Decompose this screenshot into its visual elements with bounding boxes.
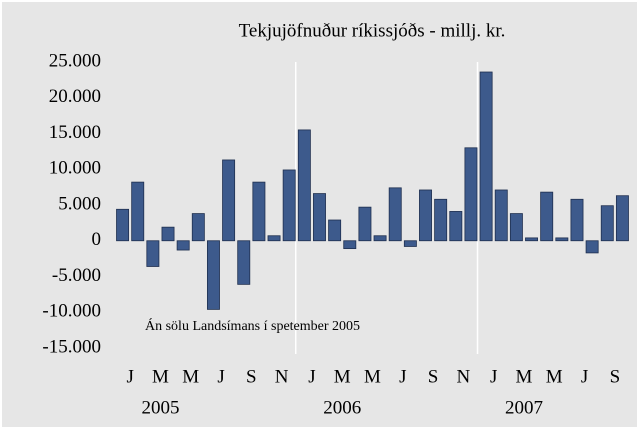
x-tick-label: J bbox=[490, 366, 497, 387]
bar bbox=[297, 129, 311, 242]
bar bbox=[237, 240, 251, 285]
x-tick-label: S bbox=[428, 366, 439, 387]
bar bbox=[116, 208, 130, 242]
y-tick-label: 0 bbox=[92, 229, 102, 250]
bar bbox=[434, 198, 448, 242]
x-tick-label: M bbox=[334, 366, 351, 387]
bar bbox=[540, 191, 554, 242]
y-tick-label: -15.000 bbox=[42, 336, 101, 357]
bar bbox=[358, 206, 372, 242]
bar bbox=[313, 193, 326, 242]
bar bbox=[585, 240, 599, 254]
bar bbox=[146, 240, 160, 267]
y-tick-label: -5.000 bbox=[52, 265, 101, 286]
bar bbox=[252, 181, 266, 242]
bar bbox=[403, 240, 417, 247]
x-tick-label: M bbox=[364, 366, 381, 387]
bar bbox=[388, 187, 402, 242]
x-tick-label: J bbox=[399, 366, 406, 387]
x-tick-label: N bbox=[457, 366, 471, 387]
y-tick-label: 10.000 bbox=[49, 158, 101, 179]
bar bbox=[191, 213, 205, 242]
bar bbox=[161, 226, 175, 242]
bar bbox=[570, 198, 584, 242]
y-tick-label: 5.000 bbox=[58, 193, 101, 214]
bar bbox=[464, 147, 478, 242]
bar bbox=[449, 211, 463, 242]
bar bbox=[600, 205, 614, 242]
bar bbox=[343, 240, 357, 250]
y-tick-label: 15.000 bbox=[49, 122, 101, 143]
bar bbox=[267, 235, 281, 242]
x-tick-label: J bbox=[217, 366, 224, 387]
bar bbox=[176, 240, 190, 251]
x-tick-label: N bbox=[275, 366, 289, 387]
bar bbox=[494, 189, 508, 242]
bar bbox=[555, 237, 569, 242]
bar bbox=[131, 181, 145, 242]
bar bbox=[615, 195, 629, 242]
x-tick-label: M bbox=[546, 366, 563, 387]
x-tick-label: M bbox=[516, 366, 533, 387]
y-tick-label: 25.000 bbox=[49, 50, 101, 71]
x-tick-label: J bbox=[308, 366, 315, 387]
x-tick-label: J bbox=[126, 366, 133, 387]
bar bbox=[328, 219, 342, 242]
annotation: Án sölu Landsímans í spetember 2005 bbox=[145, 317, 360, 334]
year-label: 2005 bbox=[141, 397, 179, 418]
year-label: 2006 bbox=[323, 397, 361, 418]
x-tick-label: S bbox=[246, 366, 257, 387]
bar bbox=[282, 169, 296, 242]
chart-title: Tekjujöfnuður ríkissjóðs - millj. kr. bbox=[239, 20, 506, 41]
y-tick-label: -10.000 bbox=[42, 301, 101, 322]
x-tick-label: M bbox=[182, 366, 199, 387]
x-tick-label: J bbox=[581, 366, 588, 387]
y-tick-label: 20.000 bbox=[49, 86, 101, 107]
x-tick-label: M bbox=[152, 366, 169, 387]
bar bbox=[206, 240, 220, 310]
bar bbox=[525, 237, 539, 242]
bar bbox=[419, 189, 432, 242]
bar bbox=[222, 159, 236, 242]
year-label: 2007 bbox=[505, 397, 543, 418]
bar bbox=[373, 235, 387, 242]
x-tick-label: S bbox=[610, 366, 621, 387]
bar bbox=[509, 213, 523, 242]
bar bbox=[479, 71, 493, 242]
